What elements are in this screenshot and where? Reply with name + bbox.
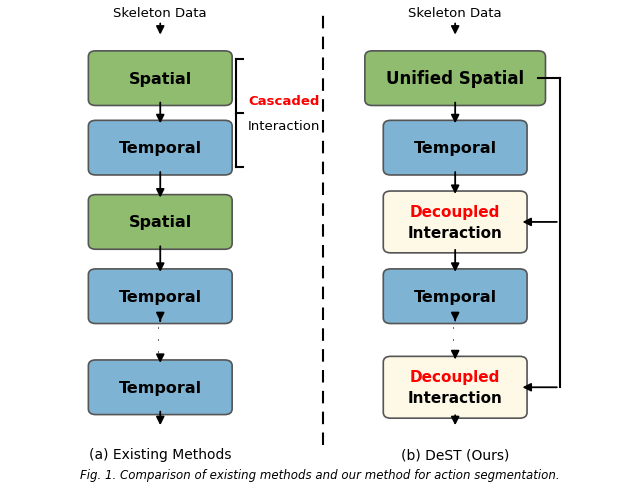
FancyBboxPatch shape (365, 52, 545, 106)
Text: Temporal: Temporal (118, 289, 202, 304)
Text: Unified Spatial: Unified Spatial (386, 70, 524, 88)
Text: Decoupled: Decoupled (410, 369, 500, 385)
FancyBboxPatch shape (88, 195, 232, 250)
Text: ·  ·  ·: · · · (449, 325, 461, 353)
Text: Skeleton Data: Skeleton Data (113, 7, 207, 20)
Text: (a) Existing Methods: (a) Existing Methods (89, 447, 232, 462)
Text: Temporal: Temporal (413, 141, 497, 156)
Text: (b) DeST (Ours): (b) DeST (Ours) (401, 447, 509, 462)
Text: Skeleton Data: Skeleton Data (408, 7, 502, 20)
FancyBboxPatch shape (383, 269, 527, 324)
Text: Temporal: Temporal (118, 380, 202, 395)
Text: Interaction: Interaction (248, 120, 321, 132)
FancyBboxPatch shape (88, 269, 232, 324)
FancyBboxPatch shape (383, 192, 527, 253)
Text: Spatial: Spatial (129, 215, 192, 230)
Text: Spatial: Spatial (129, 72, 192, 86)
Text: Fig. 1. Comparison of existing methods and our method for action segmentation.: Fig. 1. Comparison of existing methods a… (80, 468, 560, 481)
FancyBboxPatch shape (383, 121, 527, 176)
Text: Temporal: Temporal (118, 141, 202, 156)
Text: Temporal: Temporal (413, 289, 497, 304)
FancyBboxPatch shape (88, 121, 232, 176)
FancyBboxPatch shape (88, 52, 232, 106)
Text: Cascaded: Cascaded (248, 95, 319, 108)
Text: Interaction: Interaction (408, 225, 502, 241)
FancyBboxPatch shape (383, 357, 527, 418)
Text: Interaction: Interaction (408, 390, 502, 406)
FancyBboxPatch shape (88, 360, 232, 415)
Text: Decoupled: Decoupled (410, 204, 500, 220)
Text: ·  ·  ·: · · · (154, 325, 167, 353)
